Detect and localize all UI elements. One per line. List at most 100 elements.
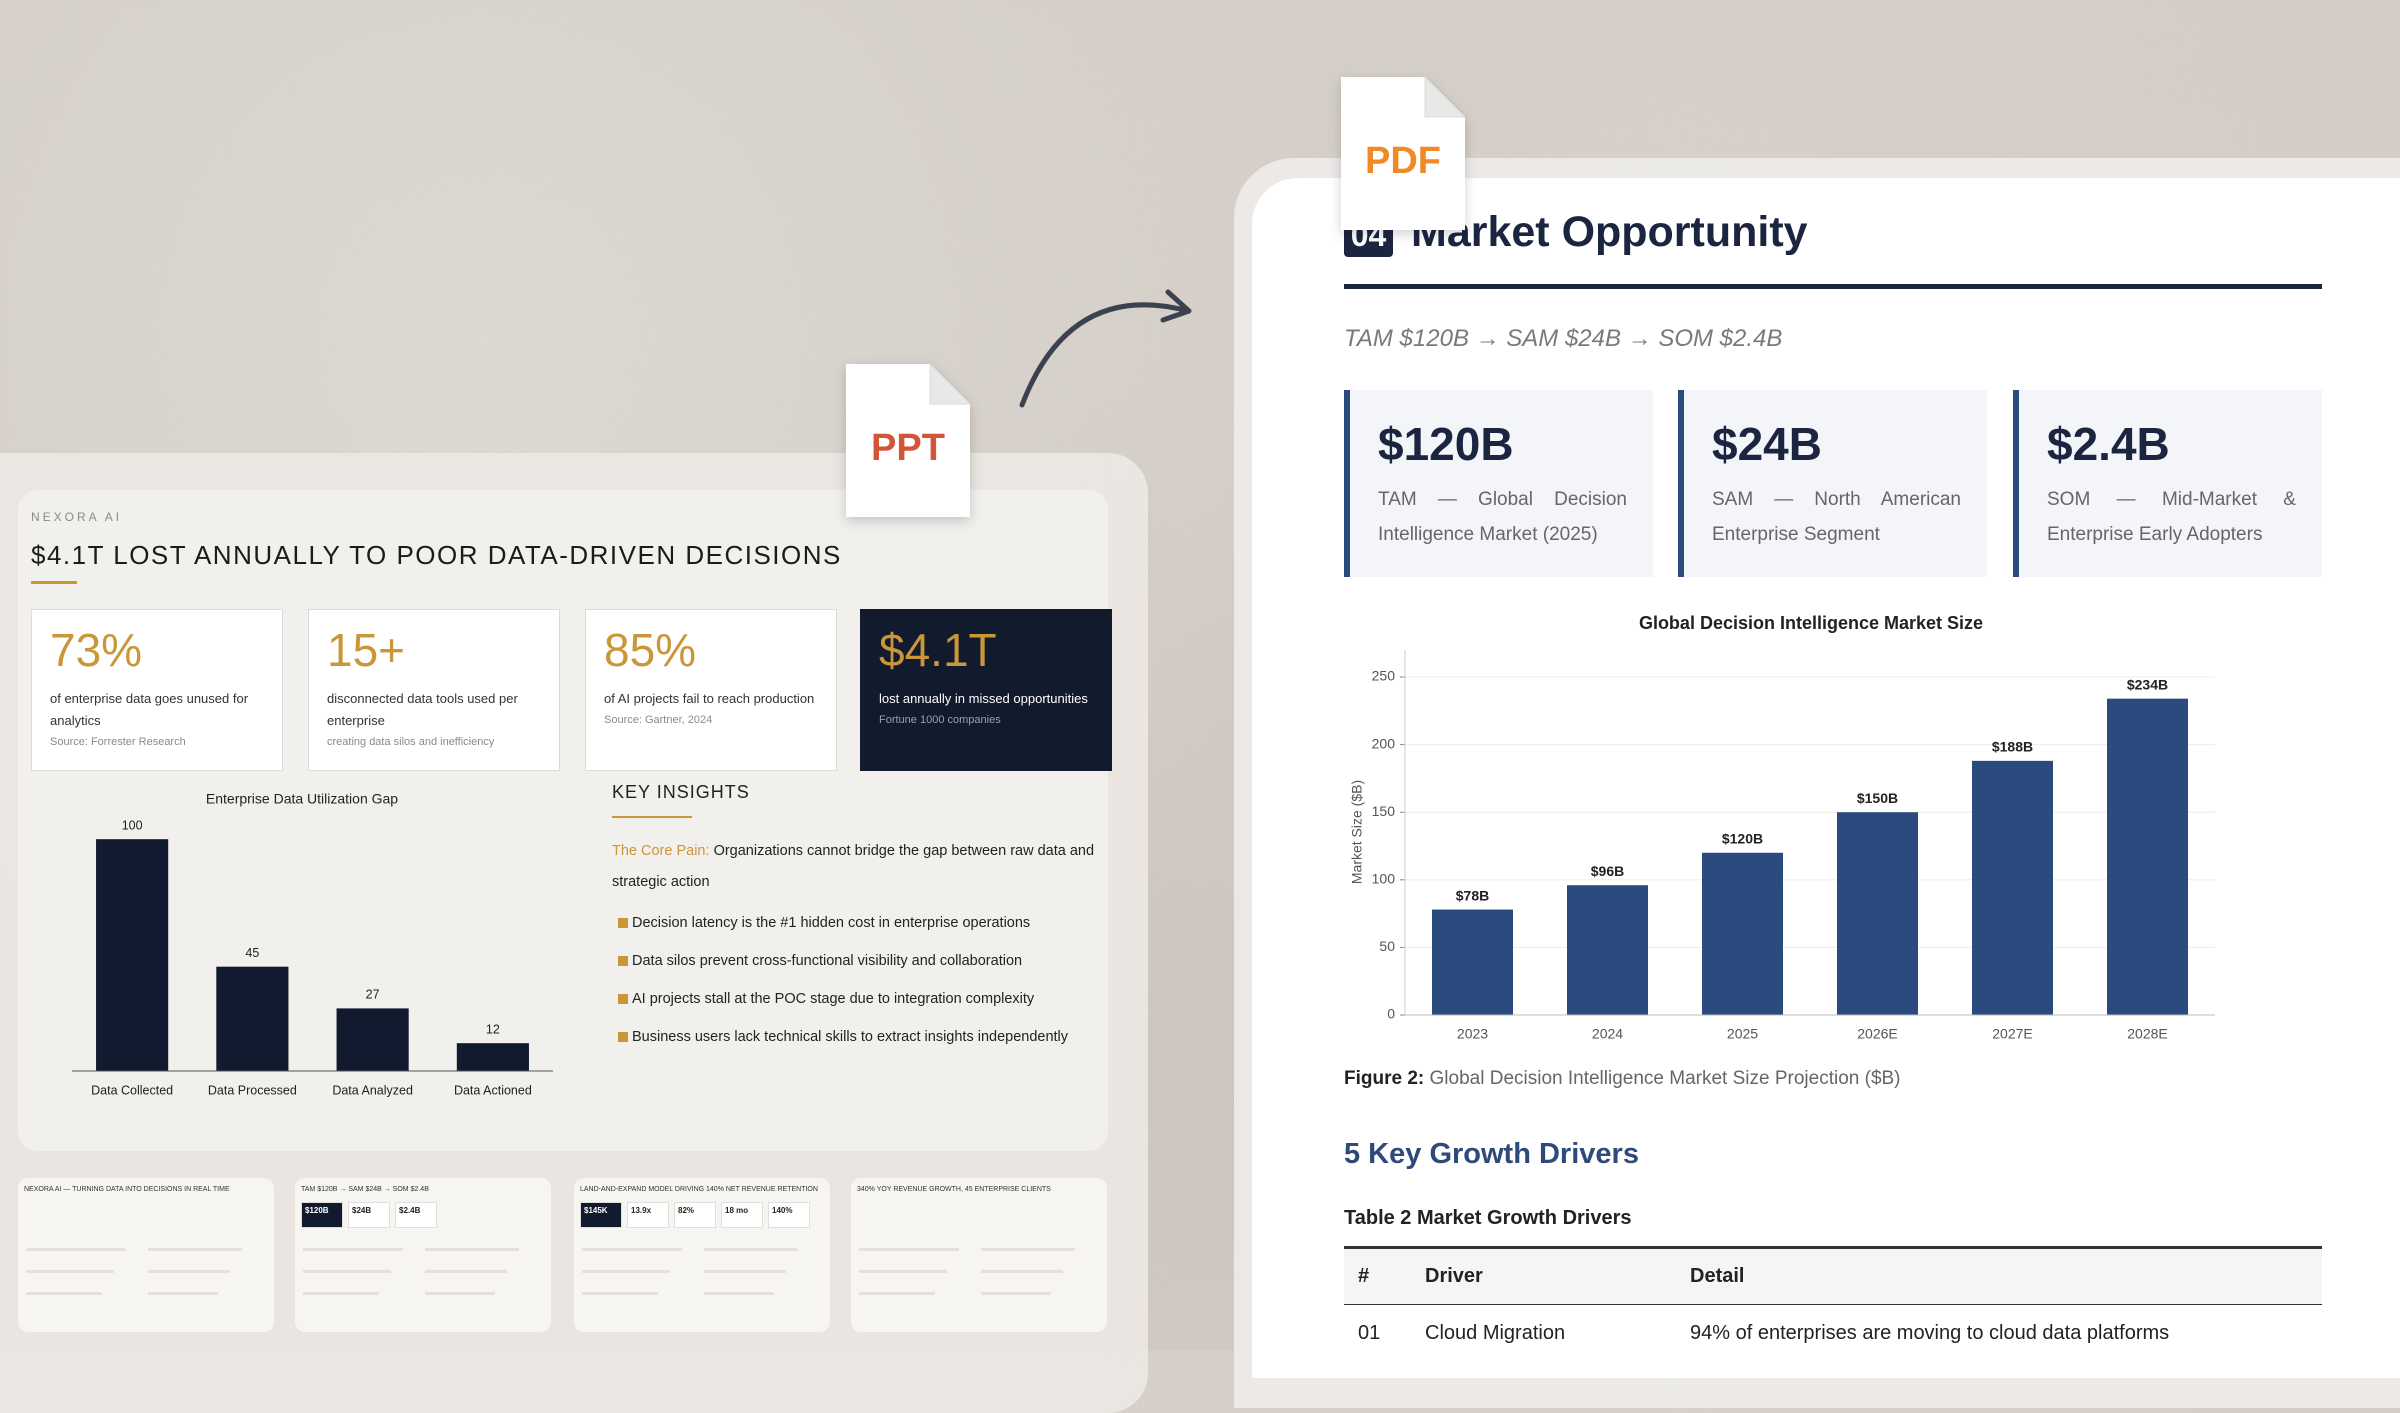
metric-card: $24B SAM — North American Enterprise Segm… xyxy=(1678,390,1987,577)
thumbnail-line xyxy=(582,1248,682,1251)
pdf-page xyxy=(1252,178,2400,1378)
x-tick-label: Data Actioned xyxy=(454,1083,532,1097)
stat-card: 15+ disconnected data tools used per ente… xyxy=(308,609,560,771)
thumbnail-tiles: $145K 13.9x 82% 18 mo 140% xyxy=(580,1202,810,1228)
thumbnail-line xyxy=(981,1270,1063,1273)
table-cell: 94% of enterprises are moving to cloud d… xyxy=(1690,1322,2170,1344)
metric-text: TAM — Global Decision Intelligence Marke… xyxy=(1378,489,1627,545)
thumbnail-line xyxy=(425,1292,495,1295)
ppt-label: PPT xyxy=(871,427,945,469)
insights-underline xyxy=(612,816,692,818)
table-header-cell: # xyxy=(1344,1247,1411,1305)
table-caption: Table 2 Market Growth Drivers xyxy=(1344,1207,1632,1229)
table-cell: Cloud Migration xyxy=(1425,1322,1566,1344)
x-tick-label: 2028E xyxy=(2127,1026,2167,1042)
thumbnail-line xyxy=(303,1270,391,1273)
x-tick-label: Data Processed xyxy=(208,1083,297,1097)
y-tick-label: 200 xyxy=(1372,735,1396,751)
stat-text: of enterprise data goes unused for analy… xyxy=(50,691,249,728)
stat-text: of AI projects fail to reach production xyxy=(604,691,815,706)
thumbnail-tile: 18 mo xyxy=(721,1202,763,1228)
lead-label: The Core Pain: xyxy=(612,843,710,859)
x-tick-label: Data Collected xyxy=(91,1083,173,1097)
brand: NEXORA AI xyxy=(31,510,123,524)
value-label: $120B xyxy=(1722,830,1763,846)
thumbnail-line xyxy=(303,1292,379,1295)
thumbnail-line xyxy=(148,1270,230,1273)
bar xyxy=(456,1043,529,1071)
bar xyxy=(216,966,289,1071)
stat-note: Source: Gartner, 2024 xyxy=(604,714,713,726)
thumbnail-line xyxy=(425,1270,507,1273)
y-tick-label: 50 xyxy=(1379,938,1395,954)
charts: 100 Data Collected 45 Data Processed 27 Data … xyxy=(72,650,2215,1097)
thumbnail: LAND-AND-EXPAND MODEL DRIVING 140% NET R… xyxy=(574,1178,830,1332)
chart-title: Global Decision Intelligence Market Size xyxy=(1639,613,1983,633)
doc-title: Market Opportunity xyxy=(1411,208,1808,256)
insight-bullet: Data silos prevent cross-functional visi… xyxy=(612,943,1112,981)
thumbnail: NEXORA AI — TURNING DATA INTO DECISIONS … xyxy=(18,1178,274,1332)
y-axis-label: Market Size ($B) xyxy=(1349,780,1365,884)
thumbnail: 340% YOY REVENUE GROWTH, 45 ENTERPRISE C… xyxy=(851,1178,1107,1332)
thumbnail-tile: 82% xyxy=(674,1202,716,1228)
bar xyxy=(1432,909,1513,1015)
thumbnail-line xyxy=(704,1292,774,1295)
stat-note: Source: Forrester Research xyxy=(50,736,186,748)
thumbnail-line xyxy=(582,1292,658,1295)
pdf-icon: PDF xyxy=(1341,77,1465,230)
thumbnail-tile: 13.9x xyxy=(627,1202,669,1228)
y-tick-label: 0 xyxy=(1387,1006,1395,1022)
bar xyxy=(1567,885,1648,1015)
x-tick-label: 2027E xyxy=(1992,1026,2032,1042)
insight-bullet: AI projects stall at the POC stage due t… xyxy=(612,981,1112,1019)
thumbnail-title: TAM $120B → SAM $24B → SOM $2.4B xyxy=(301,1186,429,1193)
stat-card: 73% of enterprise data goes unused for an… xyxy=(31,609,283,771)
table-header-cell: Detail xyxy=(1676,1247,2322,1305)
caption-text: Global Decision Intelligence Market Size… xyxy=(1429,1068,1901,1089)
title-underline xyxy=(31,581,77,584)
metric-value: $120B xyxy=(1378,418,1514,470)
insights-title: KEY INSIGHTS xyxy=(612,782,750,802)
thumbnail-line xyxy=(148,1292,218,1295)
thumbnail-tiles: $120B $24B $2.4B xyxy=(301,1202,437,1228)
table-header-cell: Driver xyxy=(1411,1247,1676,1305)
value-label: $96B xyxy=(1591,863,1624,879)
stat-note: creating data silos and inefficiency xyxy=(327,736,495,748)
thumbnail-title: NEXORA AI — TURNING DATA INTO DECISIONS … xyxy=(24,1186,230,1193)
stat-card: 85% of AI projects fail to reach producti… xyxy=(585,609,837,771)
thumbnail-line xyxy=(582,1270,670,1273)
stat-value: 85% xyxy=(604,624,697,676)
value-label: 45 xyxy=(245,946,259,960)
value-label: $234B xyxy=(2127,676,2168,692)
arrow-head xyxy=(1160,289,1192,323)
insight-bullet: Business users lack technical skills to … xyxy=(612,1019,1112,1057)
metric-card: $120B TAM — Global Decision Intelligence … xyxy=(1344,390,1653,577)
doc-subtitle: TAM $120B → SAM $24B → SOM $2.4B xyxy=(1344,325,1783,352)
thumbnail-line xyxy=(704,1248,798,1251)
insights-lead: The Core Pain: Organizations cannot brid… xyxy=(612,836,1102,898)
x-tick-label: 2024 xyxy=(1592,1026,1623,1042)
table-body: 01 Cloud Migration 94% of enterprises are … xyxy=(1344,1305,2322,1363)
insights-list: Decision latency is the #1 hidden cost i… xyxy=(612,905,1112,1057)
slide xyxy=(18,490,1108,1151)
caption-label: Figure 2: xyxy=(1344,1068,1425,1089)
thumbnail-title: 340% YOY REVENUE GROWTH, 45 ENTERPRISE C… xyxy=(857,1186,1051,1193)
thumbnail-title: LAND-AND-EXPAND MODEL DRIVING 140% NET R… xyxy=(580,1186,818,1193)
value-label: 100 xyxy=(122,818,143,832)
ppt-icon: PPT xyxy=(846,364,970,517)
thumbnail-tile: 140% xyxy=(768,1202,810,1228)
drivers-table: # Driver Detail 01 Cloud Migration 94% of en… xyxy=(1344,1246,2322,1362)
value-label: $150B xyxy=(1857,790,1898,806)
slide-title: $4.1T LOST ANNUALLY TO POOR DATA-DRIVEN … xyxy=(31,540,842,570)
x-tick-label: 2023 xyxy=(1457,1026,1488,1042)
metric-card: $2.4B SOM — Mid-Market & Enterprise Early… xyxy=(2013,390,2322,577)
bar xyxy=(336,1008,409,1071)
thumbnail-line xyxy=(26,1270,114,1273)
metric-text: SAM — North American Enterprise Segment xyxy=(1712,489,1961,545)
pdf-label: PDF xyxy=(1365,140,1441,182)
value-label: 12 xyxy=(486,1022,500,1036)
value-label: $188B xyxy=(1992,739,2033,755)
metric-value: $2.4B xyxy=(2047,418,2170,470)
thumbnail-line xyxy=(26,1248,126,1251)
